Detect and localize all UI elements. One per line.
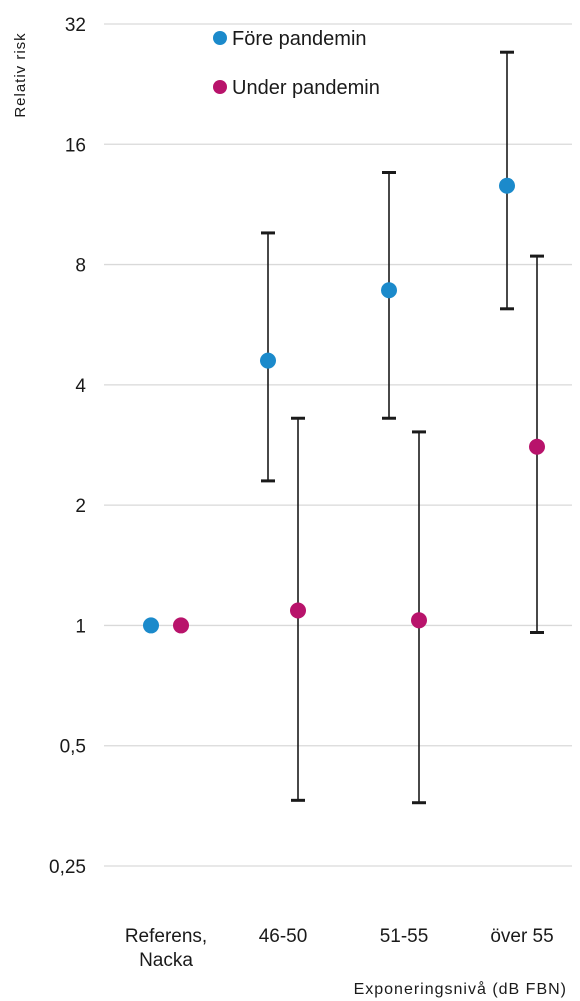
data-point-under <box>173 617 189 634</box>
y-tick-label: 2 <box>75 496 86 517</box>
legend-marker-fore-pandemin <box>213 31 227 45</box>
legend-marker-under-pandemin <box>213 80 227 94</box>
data-point-under <box>411 612 427 629</box>
x-tick-label: över 55 <box>490 926 553 947</box>
data-point-fore <box>499 177 515 194</box>
data-point-fore <box>143 617 159 634</box>
y-tick-label: 32 <box>65 15 86 36</box>
y-tick-label: 4 <box>75 376 86 397</box>
data-points <box>143 177 545 634</box>
y-axis-label: Relativ risk <box>12 32 29 117</box>
x-tick-label: 46-50 <box>259 926 308 947</box>
x-axis-ticks: Referens, Nacka 46-50 51-55 över 55 <box>125 926 554 971</box>
x-tick-label: 51-55 <box>380 926 429 947</box>
y-tick-label: 0,5 <box>60 737 86 758</box>
data-point-under <box>290 602 306 619</box>
legend: Före pandemin Under pandemin <box>213 28 380 99</box>
y-tick-label: 1 <box>75 616 86 637</box>
data-point-under <box>529 438 545 455</box>
x-axis-label: Exponeringsnivå (dB FBN) <box>354 980 567 998</box>
data-point-fore <box>381 282 397 299</box>
y-axis-ticks: 0,25 0,5 1 2 4 8 16 32 <box>49 15 86 878</box>
legend-label-under-pandemin: Under pandemin <box>232 77 380 99</box>
y-tick-label: 0,25 <box>49 857 86 878</box>
data-point-fore <box>260 352 276 369</box>
x-tick-label: Referens, Nacka <box>125 926 207 971</box>
y-tick-label: 8 <box>75 256 86 277</box>
gridlines <box>104 23 572 867</box>
legend-label-fore-pandemin: Före pandemin <box>232 28 367 50</box>
y-tick-label: 16 <box>65 135 86 156</box>
error-bars <box>261 50 544 805</box>
